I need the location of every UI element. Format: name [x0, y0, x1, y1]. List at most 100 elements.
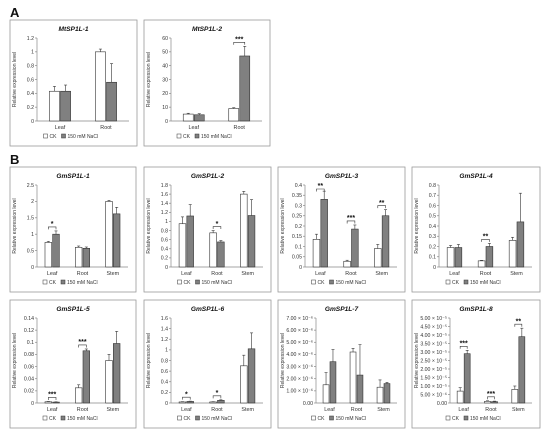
y-tick-label: 0	[31, 119, 34, 125]
legend-swatch-nacl	[60, 279, 66, 285]
x-category-label: Root	[77, 271, 89, 277]
x-category-label: Stem	[107, 407, 120, 413]
bar-ck-leaf	[178, 401, 187, 404]
chart-panel-1: MtSP1L-1 Relative expression level 0 0.2 0.4…	[9, 19, 138, 147]
chart-title: MtSP1L-2	[192, 26, 222, 33]
legend-label-nacl: 150 mM NaCl	[202, 280, 233, 286]
legend-swatch-ck	[177, 279, 182, 285]
bar-ck-leaf	[182, 113, 194, 122]
bar-ck-root	[477, 260, 486, 268]
bar-ck-stem	[240, 193, 248, 268]
legend-swatch-ck	[43, 133, 48, 139]
bar-ck-leaf	[178, 223, 187, 268]
legend-swatch-ck	[445, 279, 451, 285]
legend-label-nacl: 150 mM NaCl	[336, 416, 367, 422]
chart-panel-9: GmSP1L-7 Relative expression level 0.00 1.0…	[277, 299, 406, 429]
legend-swatch-ck	[177, 415, 182, 421]
y-tick-label: 2.00 × 10⁻⁶	[286, 377, 313, 383]
chart-title: GmSP1L-3	[325, 173, 359, 180]
chart-panel-7: GmSP1L-5 Relative expression level 0 0.02 0.…	[9, 299, 137, 429]
bar-ck-leaf	[44, 242, 52, 268]
y-tick-label: 0	[31, 401, 34, 407]
y-tick-label: 4.00 × 10⁻⁶	[286, 352, 313, 358]
x-category-label: Leaf	[189, 125, 200, 131]
y-tick-label: 0.1	[295, 244, 302, 250]
bar-ck-leaf	[312, 239, 321, 268]
y-tick-label: 0.2	[429, 244, 436, 250]
x-category-label: Root	[485, 407, 497, 413]
y-tick-label: 0	[433, 265, 436, 271]
bar-ck-leaf	[446, 247, 455, 268]
legend-swatch-nacl	[329, 279, 334, 285]
legend-label-nacl: 150 mM NaCl	[67, 416, 98, 422]
bar-ck-stem	[105, 360, 113, 404]
y-tick-label: 0.04	[24, 377, 34, 383]
significance-label: **	[483, 234, 489, 241]
legend-label-ck: CK	[452, 280, 460, 286]
legend-swatch-ck	[445, 415, 451, 421]
bar-ck-stem	[376, 386, 384, 404]
chart-panel-8: GmSP1L-6 Relative expression level 0 0.2 0.4…	[143, 299, 272, 429]
significance-bracket	[233, 42, 246, 45]
x-category-label: Root	[234, 125, 246, 131]
legend-label-ck: CK	[452, 416, 460, 422]
legend-swatch-ck	[176, 133, 182, 139]
y-tick-label: 3.00 × 10⁻⁵	[420, 350, 447, 356]
y-tick-label: 5.00 × 10⁻⁶	[420, 392, 447, 398]
y-tick-label: 40	[162, 63, 168, 69]
significance-bracket	[212, 226, 222, 230]
y-tick-label: 0.4	[27, 91, 34, 97]
y-tick-label: 1	[165, 219, 168, 225]
x-category-label: Root	[480, 271, 492, 277]
legend-label-nacl: 150 mM NaCl	[470, 280, 501, 286]
significance-bracket	[346, 220, 356, 224]
y-tick-label: 5.00 × 10⁻⁵	[420, 316, 447, 322]
bar-nacl-leaf	[60, 90, 71, 122]
significance-label: ***	[48, 392, 56, 399]
y-tick-label: 2	[31, 199, 34, 205]
legend-label-nacl: 150 mM NaCl	[336, 280, 367, 286]
x-category-label: Leaf	[315, 271, 326, 277]
bar-nacl-leaf	[52, 233, 60, 268]
y-tick-label: 0.05	[292, 255, 302, 261]
x-category-label: Root	[345, 271, 357, 277]
y-tick-label: 0.7	[429, 193, 436, 199]
bar-nacl-stem	[383, 383, 391, 404]
x-category-label: Leaf	[181, 271, 192, 277]
y-tick-label: 0	[299, 265, 302, 271]
legend-swatch-nacl	[463, 415, 469, 421]
chart-title: GmSP1L-2	[191, 173, 225, 180]
legend-label-ck: CK	[184, 416, 192, 422]
y-tick-label: 50	[162, 50, 168, 56]
y-tick-label: 0.00	[437, 401, 447, 407]
bar-ck-root	[484, 400, 491, 404]
significance-label: *	[185, 391, 188, 398]
legend-swatch-ck	[311, 415, 316, 421]
x-category-label: Leaf	[47, 407, 58, 413]
legend-swatch-nacl	[463, 279, 469, 285]
chart-panel-4: GmSP1L-2 Relative expression level 0 0.2 0.4…	[143, 166, 272, 293]
y-axis-label: Relative expression level	[146, 52, 152, 107]
significance-label: **	[318, 183, 324, 190]
y-tick-label: 0	[165, 119, 168, 125]
y-tick-label: 0.2	[161, 390, 168, 396]
significance-bracket	[487, 396, 495, 400]
y-tick-label: 1.50 × 10⁻⁵	[420, 375, 447, 381]
legend-label-nacl: 150 mM NaCl	[470, 416, 501, 422]
bar-ck-root	[75, 247, 83, 268]
bar-ck-root	[209, 401, 217, 404]
bar-ck-root	[343, 260, 351, 268]
y-axis-label: Relative expression level	[12, 198, 18, 253]
y-tick-label: 0.25	[292, 214, 302, 220]
y-tick-label: 2.50 × 10⁻⁵	[420, 358, 447, 364]
bar-nacl-leaf	[329, 361, 337, 404]
bar-nacl-root	[491, 401, 498, 404]
y-tick-label: 1.2	[27, 36, 34, 42]
x-category-label: Stem	[512, 407, 525, 413]
bar-ck-root	[228, 108, 240, 122]
bar-nacl-root	[106, 81, 117, 122]
bar-nacl-stem	[247, 215, 256, 268]
chart-title: GmSP1L-1	[56, 173, 90, 180]
y-tick-label: 4.00 × 10⁻⁵	[420, 333, 447, 339]
